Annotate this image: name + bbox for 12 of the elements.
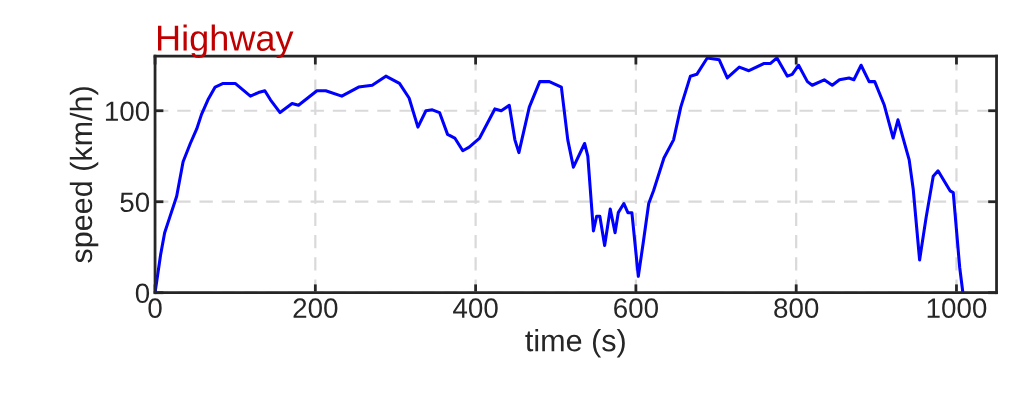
x-tick-label: 400 <box>453 298 498 318</box>
x-tick-label: 800 <box>774 298 819 318</box>
line-series <box>155 56 965 293</box>
x-tick-label: 1000 <box>927 298 987 318</box>
x-tick-label: 600 <box>614 298 658 318</box>
y-axis-title: speed (km/h) <box>69 87 99 263</box>
y-tick-label: 0 <box>135 283 150 304</box>
x-axis-title: time (s) <box>525 329 625 358</box>
x-tick-label: 200 <box>293 298 338 318</box>
chart-title: Highway <box>158 24 294 59</box>
y-tick-label: 100 <box>105 101 150 122</box>
y-tick-label: 50 <box>120 192 150 213</box>
